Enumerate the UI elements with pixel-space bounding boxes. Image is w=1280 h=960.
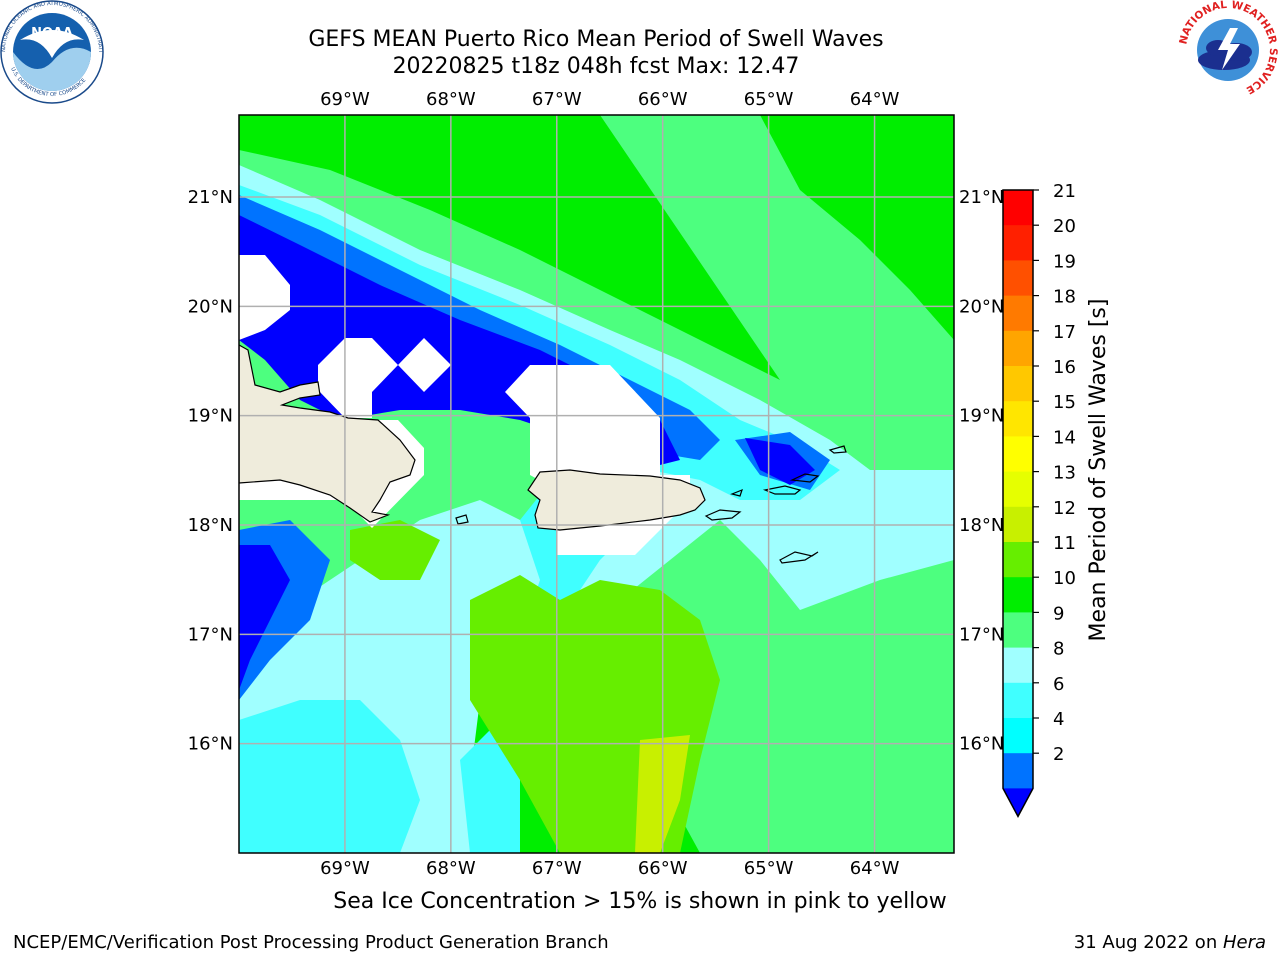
lon-tick-label-bottom: 67°W: [532, 858, 582, 879]
lon-tick-label-top: 64°W: [850, 89, 900, 110]
colorbar-tick-label: 14: [1053, 427, 1076, 448]
chart-title: GEFS MEAN Puerto Rico Mean Period of Swe…: [308, 27, 884, 52]
footer-branch: NCEP/EMC/Verification Post Processing Pr…: [13, 932, 609, 953]
lon-tick-label-top: 69°W: [320, 89, 370, 110]
colorbar-tick-label: 10: [1053, 568, 1076, 589]
lat-tick-label-right: 18°N: [959, 515, 1004, 536]
colorbar-tick-label: 17: [1053, 322, 1076, 343]
colorbar-tick-label: 12: [1053, 498, 1076, 519]
lat-tick-label-left: 20°N: [188, 296, 233, 317]
lon-tick-label-top: 67°W: [532, 89, 582, 110]
field-deep-blue-east: [745, 438, 815, 485]
colorbar-tick-label: 11: [1053, 533, 1076, 554]
colorbar-tick-label: 16: [1053, 357, 1076, 378]
colorbar-swatch: [1003, 682, 1033, 719]
lon-tick-label-bottom: 64°W: [850, 858, 900, 879]
colorbar-tick-label: 20: [1053, 216, 1076, 237]
colorbar-tick-label: 15: [1053, 392, 1076, 413]
graticule: [239, 115, 954, 853]
colorbar: 21 20 19 18 17 16 15 14 13 12 11 10 9 8 6 4 2: [1002, 181, 1076, 818]
lon-labels-bottom: 69°W 68°W 67°W 66°W 65°W 64°W: [320, 858, 900, 879]
colorbar-swatch: [1003, 260, 1033, 297]
swell-period-field: [239, 115, 954, 853]
land-culebra: [730, 488, 743, 497]
lat-labels-left: 21°N 20°N 19°N 18°N 17°N 16°N: [188, 187, 233, 755]
colorbar-swatch: [1003, 190, 1033, 226]
lon-tick-label-bottom: 68°W: [426, 858, 476, 879]
lon-labels-top: 69°W 68°W 67°W 66°W 65°W 64°W: [320, 89, 900, 110]
colorbar-swatch: [1003, 295, 1033, 332]
lon-tick-label-top: 68°W: [426, 89, 476, 110]
lon-tick-label-bottom: 69°W: [320, 858, 370, 879]
land-puerto-rico: [527, 469, 706, 531]
land-st-croix: [779, 551, 819, 564]
colorbar-swatch: [1003, 436, 1033, 473]
lon-tick-label-bottom: 65°W: [744, 858, 794, 879]
colorbar-swatch: [1003, 366, 1033, 402]
colorbar-swatch: [1003, 542, 1033, 578]
field-patch-6-8-west: [239, 700, 420, 853]
colorbar-outline: [1002, 189, 1034, 818]
lat-tick-label-right: 19°N: [959, 406, 1004, 427]
colorbar-tick-label: 8: [1053, 639, 1064, 660]
footer-date-text: 31 Aug 2022 on: [1073, 932, 1223, 953]
lon-tick-label-top: 65°W: [744, 89, 794, 110]
lat-tick-label-left: 16°N: [188, 734, 233, 755]
colorbar-tick-label: 9: [1053, 603, 1064, 624]
lon-tick-label-bottom: 66°W: [638, 858, 688, 879]
colorbar-swatch: [1003, 471, 1033, 508]
mask-region-haiti-north: [318, 338, 398, 418]
lat-tick-label-right: 16°N: [959, 734, 1004, 755]
colorbar-tick-label: 6: [1053, 674, 1064, 695]
colorbar-swatch: [1003, 330, 1033, 367]
colorbar-swatch: [1003, 506, 1033, 543]
nws-logo: NATIONAL WEATHER SERVICE: [1178, 0, 1278, 99]
footer-date: 31 Aug 2022 on Hera: [1074, 932, 1266, 953]
colorbar-tick-label: 19: [1053, 251, 1076, 272]
lat-tick-label-left: 17°N: [188, 624, 233, 645]
land-mona-island: [455, 514, 469, 525]
colorbar-extend-arrow: [1003, 788, 1033, 817]
lon-tick-label-top: 66°W: [638, 89, 688, 110]
field-patch-11-12-west: [350, 520, 440, 580]
colorbar-tick-label: 4: [1053, 709, 1064, 730]
lat-tick-label-right: 17°N: [959, 624, 1004, 645]
land-vieques: [704, 509, 742, 521]
colorbar-tick-label: 2: [1053, 744, 1064, 765]
lat-tick-label-right: 21°N: [959, 187, 1004, 208]
footer-host: Hera: [1222, 932, 1266, 953]
colorbar-swatch: [1003, 753, 1033, 789]
mask-region-diamond: [398, 338, 451, 392]
land-hispaniola: [239, 344, 416, 523]
map-frame: [238, 114, 955, 854]
colorbar-tick-label: 18: [1053, 287, 1076, 308]
lat-tick-label-left: 19°N: [188, 406, 233, 427]
field-deep-blue-sw: [239, 545, 290, 690]
lat-labels-right: 21°N 20°N 19°N 18°N 17°N 16°N: [959, 187, 1004, 755]
mask-region-nw: [239, 255, 290, 340]
lat-tick-label-left: 18°N: [188, 515, 233, 536]
colorbar-swatch: [1003, 577, 1033, 613]
caption: Sea Ice Concentration > 15% is shown in …: [333, 889, 947, 914]
noaa-logo-text: NOAA: [31, 26, 73, 41]
colorbar-tick-label: 21: [1053, 181, 1076, 202]
colorbar-tick-label: 13: [1053, 463, 1076, 484]
lat-tick-label-left: 21°N: [188, 187, 233, 208]
land-virgin-islands: [762, 445, 847, 495]
lat-tick-label-right: 20°N: [959, 296, 1004, 317]
colorbar-swatch: [1003, 225, 1033, 261]
chart-subtitle: 20220825 t18z 048h fcst Max: 12.47: [392, 54, 800, 79]
noaa-logo: NOAA NATIONAL OCEANIC AND ATMOSPHERIC AD…: [0, 0, 104, 104]
colorbar-swatch: [1003, 718, 1033, 754]
colorbar-label: Mean Period of Swell Waves [s]: [1086, 299, 1111, 642]
colorbar-swatch: [1003, 612, 1033, 649]
colorbar-swatch: [1003, 401, 1033, 437]
colorbar-swatch: [1003, 647, 1033, 684]
